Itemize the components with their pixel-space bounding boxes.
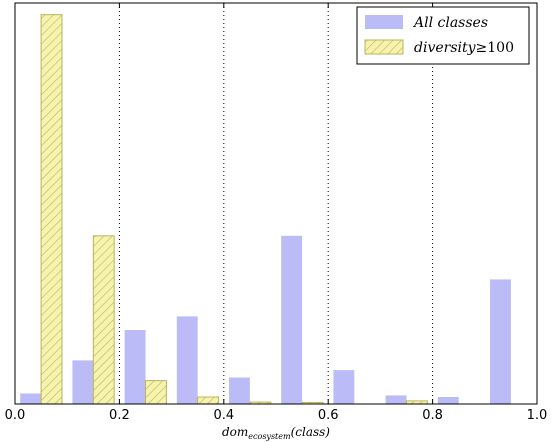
bar-all-classes-1 — [72, 360, 94, 404]
plot-frame — [14, 2, 538, 405]
legend-label-diversity: diversity≥100 — [414, 40, 514, 56]
x-tick-label-3: 0.6 — [318, 408, 339, 423]
bars — [20, 14, 511, 405]
x-tick-label-1: 0.2 — [109, 408, 130, 423]
x-axis-label-arg: (class) — [291, 425, 331, 439]
legend-label-diversity-num: 100 — [487, 40, 514, 56]
bar-all-classes-8 — [437, 396, 459, 404]
bar-all-classes-7 — [385, 395, 407, 404]
bar-all-classes-5 — [281, 235, 303, 404]
legend-swatch-all-classes — [365, 15, 403, 29]
x-axis-label-base: dom — [222, 425, 248, 439]
x-axis: 0.0 0.2 0.4 0.6 0.8 1.0 — [5, 3, 548, 423]
legend-swatch-diversity — [364, 39, 404, 55]
gridlines — [118, 3, 434, 404]
x-axis-label-subscript: ecosystem — [248, 432, 291, 441]
bar-all-classes-9 — [490, 279, 511, 404]
bar-diversity-3 — [197, 396, 220, 405]
x-tick-label-0: 0.0 — [5, 408, 26, 423]
legend: All classes diversity≥100 — [356, 6, 530, 65]
x-tick-label-2: 0.4 — [213, 408, 234, 423]
legend-label-diversity-base: diversity — [414, 40, 477, 56]
bar-diversity-0 — [40, 14, 63, 405]
bar-all-classes-0 — [20, 393, 42, 404]
bar-all-classes-4 — [229, 377, 250, 404]
bar-all-classes-6 — [333, 370, 355, 404]
x-axis-label: domecosystem(class) — [222, 425, 330, 441]
x-tick-label-4: 0.8 — [422, 408, 443, 423]
bar-all-classes-2 — [124, 330, 146, 404]
legend-label-all-classes: All classes — [412, 15, 488, 31]
bar-diversity-1 — [92, 235, 115, 405]
bar-diversity-2 — [145, 380, 167, 405]
legend-label-diversity-op: ≥ — [476, 40, 488, 56]
bar-all-classes-3 — [176, 316, 198, 404]
x-tick-label-5: 1.0 — [527, 408, 548, 423]
